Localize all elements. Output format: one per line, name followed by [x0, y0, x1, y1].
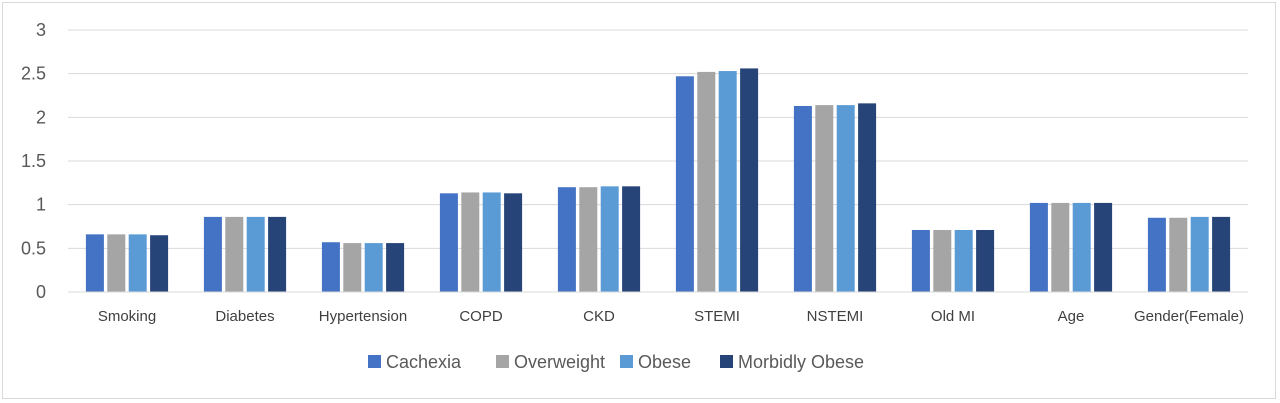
bar-obese [718, 71, 737, 292]
bar-overweight [343, 243, 362, 292]
x-category-label: COPD [459, 308, 503, 325]
x-category-label: Hypertension [319, 308, 407, 325]
bar-obese [246, 216, 265, 292]
bar-cachexia [557, 187, 576, 292]
y-axis-tick-labels: 0 0.5 1 1.5 2 2.5 3 [21, 20, 46, 302]
bar-cachexia [439, 193, 458, 292]
bar-overweight [933, 229, 952, 292]
bar-obese [364, 243, 383, 292]
bar-obese [482, 192, 501, 292]
bar-overweight [697, 71, 716, 292]
legend-swatch [368, 355, 381, 368]
y-tick-label: 1 [36, 195, 46, 215]
bar-cachexia [203, 216, 222, 292]
bar-morbidly-obese [622, 186, 641, 292]
y-tick-label: 0.5 [21, 238, 46, 258]
bar-cachexia [1147, 217, 1166, 292]
legend: Cachexia Overweight Obese Morbidly Obese [368, 352, 864, 372]
bars [85, 68, 1231, 293]
bar-morbidly-obese [976, 229, 995, 292]
bar-overweight [1169, 217, 1188, 292]
gridlines [68, 29, 1248, 249]
x-category-label: Gender(Female) [1134, 308, 1244, 325]
bar-obese [128, 234, 147, 292]
bar-overweight [579, 187, 598, 292]
bar-morbidly-obese [268, 216, 287, 292]
bar-overweight [815, 105, 834, 292]
legend-swatch [620, 355, 633, 368]
bar-cachexia [675, 76, 694, 292]
x-category-label: Old MI [931, 308, 975, 325]
x-category-label: NSTEMI [807, 308, 864, 325]
legend-label: Obese [638, 352, 691, 372]
bar-morbidly-obese [1212, 216, 1231, 292]
bar-cachexia [321, 242, 340, 292]
bar-overweight [1051, 202, 1070, 292]
x-category-label: Smoking [98, 308, 156, 325]
bar-morbidly-obese [740, 68, 759, 293]
legend-label: Cachexia [386, 352, 462, 372]
bar-morbidly-obese [858, 103, 877, 292]
x-category-label: Diabetes [215, 308, 274, 325]
x-category-label: CKD [583, 308, 615, 325]
bar-obese [954, 229, 973, 292]
x-category-label: Age [1058, 308, 1085, 325]
bar-morbidly-obese [386, 243, 405, 292]
bar-overweight [107, 234, 126, 292]
y-tick-label: 1.5 [21, 151, 46, 171]
bar-obese [836, 105, 855, 292]
legend-swatch [496, 355, 509, 368]
x-category-label: STEMI [694, 308, 740, 325]
bar-cachexia [85, 234, 104, 292]
bar-cachexia [793, 105, 812, 292]
bar-obese [1072, 202, 1091, 292]
bar-cachexia [1029, 202, 1048, 292]
y-tick-label: 3 [36, 20, 46, 40]
y-tick-label: 2 [36, 107, 46, 127]
legend-swatch [720, 355, 733, 368]
bar-cachexia [911, 229, 930, 292]
bar-obese [600, 186, 619, 292]
bar-obese [1190, 216, 1209, 292]
bar-overweight [225, 216, 244, 292]
y-tick-label: 0 [36, 282, 46, 302]
bar-morbidly-obese [504, 193, 523, 292]
bar-overweight [461, 192, 480, 292]
bar-morbidly-obese [1094, 202, 1113, 292]
bar-morbidly-obese [150, 235, 169, 292]
legend-label: Morbidly Obese [738, 352, 864, 372]
x-axis: Smoking Diabetes Hypertension COPD CKD STEMI N… [68, 291, 1248, 325]
legend-label: Overweight [514, 352, 605, 372]
y-tick-label: 2.5 [21, 64, 46, 84]
